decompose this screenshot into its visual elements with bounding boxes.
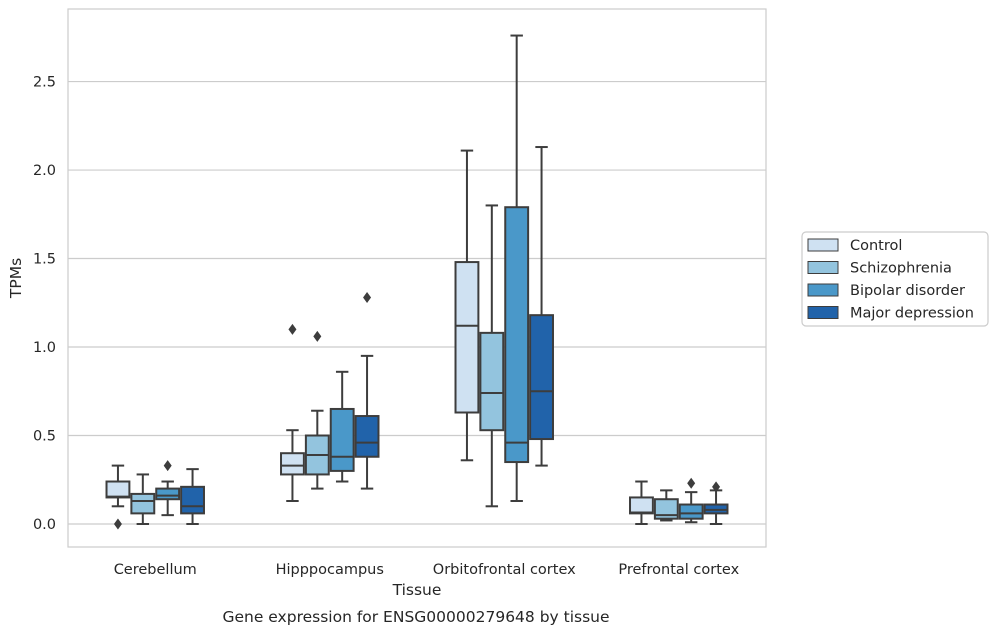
- y-tick-label: 0.5: [33, 429, 56, 445]
- box-bipolar-disorder: [155, 460, 181, 517]
- iqr-box: [454, 261, 480, 414]
- outlier-marker: [288, 323, 297, 335]
- iqr-box: [280, 452, 305, 476]
- y-tick-label: 1.5: [33, 252, 56, 268]
- legend-swatch: [807, 238, 839, 252]
- box-control: [280, 323, 305, 502]
- box-major-depression: [529, 146, 554, 467]
- legend-frame: [801, 231, 989, 327]
- grid-lines: [68, 80, 766, 525]
- legend-swatch: [807, 306, 839, 319]
- box-control: [105, 464, 131, 530]
- box-bipolar-disorder: [329, 370, 355, 483]
- outlier-marker: [163, 460, 172, 472]
- box-bipolar-disorder: [678, 477, 704, 524]
- box-schizophrenia: [479, 204, 505, 508]
- box-major-depression: [354, 291, 380, 490]
- iqr-box: [678, 503, 704, 520]
- legend: Control Schizophrenia Bipolar disorder Majo…: [801, 231, 989, 327]
- box-control: [629, 480, 654, 525]
- outlier-marker: [712, 481, 721, 493]
- iqr-box: [479, 331, 505, 432]
- legend-label: Schizophrenia: [850, 261, 952, 277]
- legend-swatch: [807, 261, 839, 274]
- legend-swatch: [807, 283, 839, 297]
- legend-label: Major depression: [850, 306, 974, 322]
- box-groups: [105, 34, 729, 530]
- plot-frame: [67, 8, 767, 548]
- x-axis-label: Tissue: [392, 581, 442, 599]
- y-tick-label: 1.0: [33, 340, 56, 356]
- x-tick-label: Prefrontal cortex: [618, 562, 739, 578]
- iqr-box: [653, 498, 679, 520]
- box-major-depression: [703, 481, 729, 525]
- y-tick-label: 2.5: [33, 75, 56, 91]
- iqr-box: [504, 206, 530, 464]
- iqr-box: [180, 485, 205, 515]
- outlier-marker: [313, 330, 322, 342]
- y-tick-label: 2.0: [33, 163, 56, 179]
- iqr-box: [155, 487, 181, 501]
- box-schizophrenia: [304, 330, 330, 490]
- box-schizophrenia: [653, 489, 679, 522]
- iqr-box: [354, 415, 380, 458]
- box-control: [454, 149, 480, 462]
- iqr-box: [105, 480, 131, 499]
- y-tick-label: 0.0: [33, 517, 56, 533]
- outlier-marker: [687, 477, 696, 489]
- y-axis-label: TPMs: [7, 258, 25, 299]
- legend-label: Bipolar disorder: [850, 283, 965, 299]
- legend-label: Control: [850, 238, 902, 254]
- iqr-box: [529, 314, 554, 441]
- x-tick-label: Hipppocampus: [276, 562, 384, 578]
- x-tick-label: Orbitofrontal cortex: [433, 562, 576, 578]
- box-major-depression: [180, 468, 205, 525]
- x-tick-labels: Cerebellum Hipppocampus Orbitofrontal cort…: [114, 562, 740, 578]
- iqr-box: [629, 496, 654, 515]
- iqr-box: [329, 407, 355, 472]
- x-tick-label: Cerebellum: [114, 562, 197, 578]
- y-tick-labels: 0.0 0.5 1.0 1.5 2.0 2.5: [33, 75, 56, 533]
- chart-caption: Gene expression for ENSG00000279648 by t…: [222, 608, 609, 626]
- iqr-box: [130, 492, 156, 515]
- box-bipolar-disorder: [504, 34, 530, 502]
- box-schizophrenia: [130, 473, 156, 525]
- outlier-marker: [113, 518, 122, 530]
- outlier-marker: [363, 291, 372, 303]
